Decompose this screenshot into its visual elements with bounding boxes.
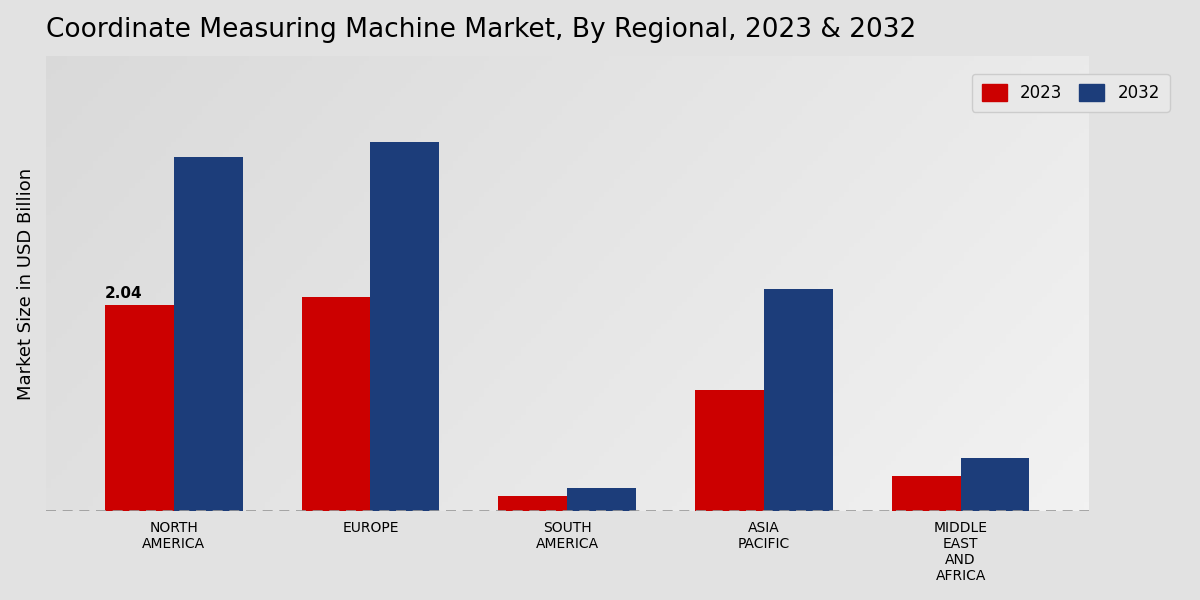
Y-axis label: Market Size in USD Billion: Market Size in USD Billion [17,167,35,400]
Bar [695,390,764,511]
Bar [764,289,833,511]
Bar [301,297,371,511]
Bar [104,305,174,511]
Text: 2.04: 2.04 [104,286,143,301]
Text: Coordinate Measuring Machine Market, By Regional, 2023 & 2032: Coordinate Measuring Machine Market, By … [46,17,916,43]
Bar [961,458,1030,511]
Legend: 2023, 2032: 2023, 2032 [972,74,1170,112]
Bar [568,488,636,511]
Bar [498,496,568,511]
Bar [371,142,439,511]
Bar [892,476,961,511]
Bar [174,157,242,511]
